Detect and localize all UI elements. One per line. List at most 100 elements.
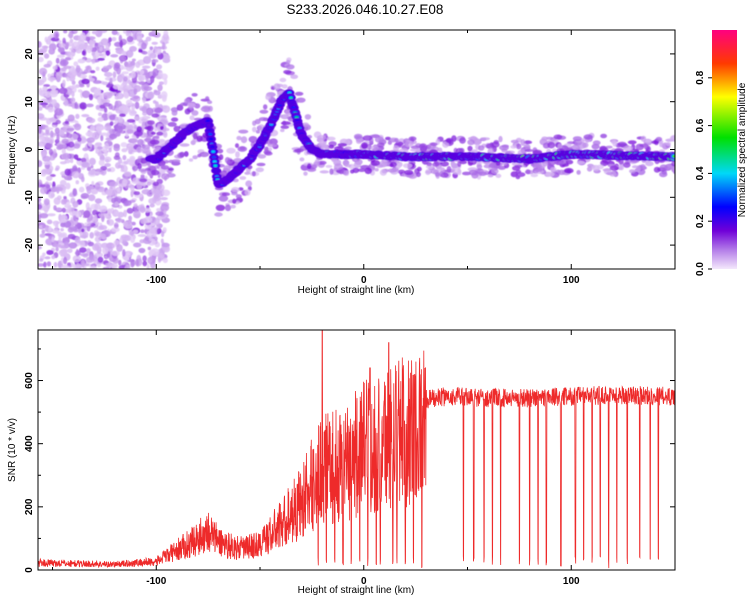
spectrogram-cell — [151, 169, 160, 176]
spectrogram-cell — [71, 100, 75, 109]
spectrogram-cell — [263, 104, 268, 110]
spectrogram-cell — [161, 34, 170, 43]
spectrogram-cell — [131, 70, 136, 79]
spectrogram-cell — [403, 163, 413, 169]
spectrogram-cell — [160, 91, 168, 99]
spectrogram-cell — [115, 217, 123, 223]
spectrogram-cell — [53, 197, 61, 205]
colorbar: 0.0 0.2 0.4 0.6 0.8 Normalized spectral … — [695, 30, 748, 276]
spectrogram-cell — [63, 196, 67, 200]
spectrogram-cell — [102, 102, 111, 107]
spectrogram-cell — [141, 163, 148, 167]
spectrogram-cell — [67, 262, 71, 266]
spectrogram-cell — [457, 168, 462, 176]
colorbar-tick-label-2: 0.4 — [695, 166, 706, 180]
spectrogram-cell — [256, 162, 266, 167]
spectrogram-cell — [92, 80, 102, 84]
spectrogram-cell — [133, 242, 142, 248]
spectrogram-cell — [38, 204, 43, 210]
spectrogram-cell — [92, 54, 97, 60]
spectrogram-cell — [224, 204, 232, 212]
spectrogram-cell — [62, 79, 66, 88]
spectrogram-cell — [235, 143, 239, 149]
spectrogram-cell — [602, 168, 612, 172]
spectrogram-cell — [122, 249, 126, 257]
spectrogram-cell — [53, 221, 57, 226]
spectrogram-cell — [79, 102, 87, 110]
spectrogram-cell — [173, 125, 181, 132]
spectrogram-cell — [280, 114, 290, 120]
spectrogram-cell — [60, 245, 70, 249]
spectrogram-cell — [149, 46, 154, 51]
colorbar-tick-label-1: 0.2 — [695, 214, 706, 228]
spectrogram-cell — [97, 41, 104, 49]
spectrogram-cell — [67, 141, 75, 148]
colorbar-tick-label-4: 0.8 — [695, 70, 706, 84]
spectrogram-cell — [302, 122, 309, 127]
spectrogram-cell — [131, 58, 136, 62]
spectrogram-cell — [99, 126, 107, 130]
spectrogram-cell — [215, 204, 226, 211]
spectrogram-cell — [107, 208, 112, 214]
spectrogram-cell — [93, 88, 102, 96]
spectrogram-cell — [112, 84, 122, 90]
spectrogram-cell — [171, 159, 181, 163]
spectrogram-cell — [38, 79, 43, 86]
spectrogram-cell — [655, 136, 663, 142]
bottom-y-axis-label: SNR (10 * v/v) — [7, 418, 18, 482]
spectrogram-cell — [188, 158, 194, 162]
spectrogram-cell — [541, 136, 549, 141]
spectrogram-cell — [426, 162, 432, 167]
spectrogram-cell — [72, 255, 81, 263]
spectrogram-cell — [450, 161, 455, 167]
spectrogram-cell — [149, 203, 155, 208]
spectrogram-cell — [576, 160, 586, 165]
spectrogram-cell — [68, 91, 72, 96]
spectrogram-cell — [230, 204, 236, 209]
spectrogram-cell — [150, 187, 157, 194]
colorbar-tick-label-3: 0.6 — [695, 118, 706, 132]
spectrogram-cell — [294, 148, 304, 153]
spectrogram-cell — [39, 184, 46, 188]
spectrogram-cell — [104, 189, 114, 196]
spectrogram-cell — [108, 37, 113, 43]
spectrogram-cell — [510, 171, 518, 178]
spectrogram-cell — [61, 208, 66, 212]
spectrogram-cell — [138, 168, 147, 172]
spectrogram-cell — [154, 218, 161, 226]
spectrogram-cell — [106, 168, 112, 172]
spectrogram-ridge-cell — [206, 123, 211, 127]
spectrogram-cell — [161, 173, 170, 180]
spectrogram-cell — [160, 205, 168, 210]
spectrogram-cell — [138, 49, 143, 53]
spectrogram-cell — [353, 161, 362, 168]
spectrogram-cell — [158, 70, 163, 77]
spectrogram-cell — [38, 245, 42, 250]
spectrogram-cell — [47, 225, 52, 233]
spectrogram-cell — [86, 248, 91, 254]
colorbar-ticks — [708, 77, 712, 270]
spectrogram-cell — [94, 168, 103, 173]
spectrogram-cell — [171, 110, 178, 116]
spectrogram-cell — [184, 151, 189, 157]
spectrogram-cell — [377, 142, 385, 148]
spectrogram-cell — [268, 147, 273, 151]
spectrogram-cell — [459, 137, 466, 144]
spectrogram-cell — [596, 164, 604, 170]
spectrogram-cell — [116, 66, 121, 75]
spectrogram-cell — [45, 175, 53, 181]
spectrogram-cell — [136, 126, 143, 133]
spectrogram-cell — [81, 162, 91, 168]
spectrogram-cell — [119, 76, 123, 83]
spectrogram-cell — [321, 143, 329, 151]
spectrogram-cell — [583, 134, 593, 140]
spectrogram-cell — [244, 189, 251, 196]
spectrogram-cell — [374, 168, 379, 172]
spectrogram-cell — [140, 218, 148, 225]
spectrogram-cell — [45, 143, 53, 149]
spectrogram-cell — [147, 120, 155, 125]
spectrogram-cell — [64, 168, 71, 176]
spectrogram-cell — [41, 168, 50, 175]
spectrogram-cell — [39, 213, 49, 219]
spectrogram-cell — [109, 114, 116, 121]
